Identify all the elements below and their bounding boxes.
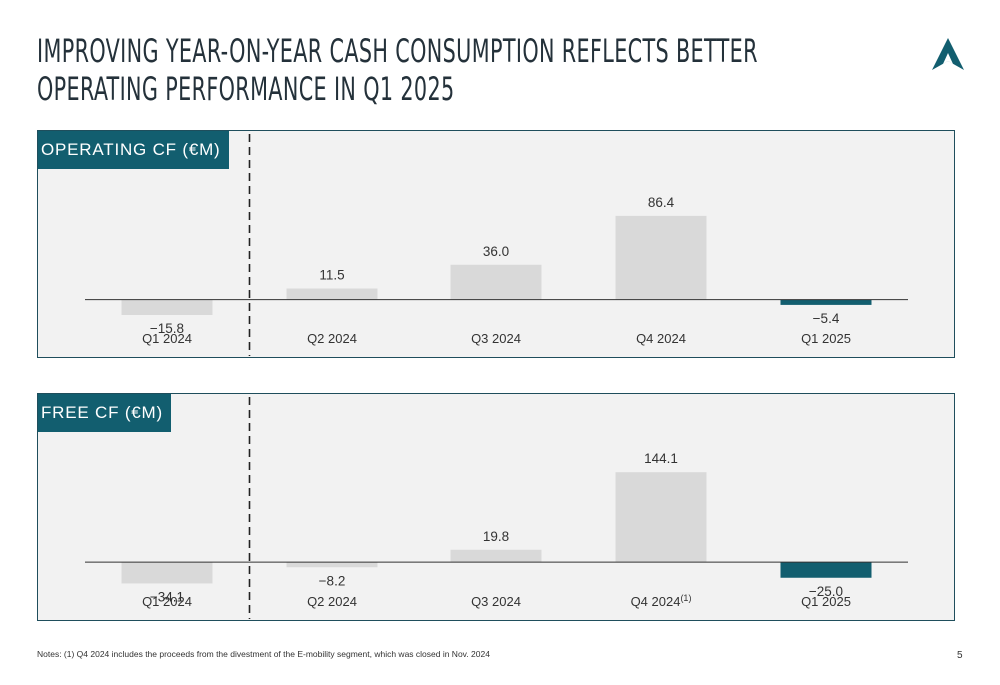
slide-title-line-1: IMPROVING YEAR-ON-YEAR CASH CONSUMPTION … — [37, 32, 758, 70]
free-cf-category-label-5: Q1 2025 — [801, 594, 851, 609]
slide-title: IMPROVING YEAR-ON-YEAR CASH CONSUMPTION … — [37, 32, 758, 108]
operating-cf-bar-4 — [615, 215, 707, 300]
slide-title-line-2: OPERATING PERFORMANCE IN Q1 2025 — [37, 70, 455, 108]
free-cf-bar-4 — [615, 472, 707, 563]
free-cf-title: FREE CF (€M) — [38, 394, 171, 432]
free-cf-bar-2 — [286, 562, 378, 568]
operating-cf-bar-5 — [780, 299, 872, 305]
free-cf-value-label-2: −8.2 — [319, 573, 346, 588]
operating-cf-panel: −15.8 11.5 36.0 86.4 −5.4 Q1 2024 Q2 2024 Q3 20… — [37, 130, 955, 358]
operating-cf-category-label-4: Q4 2024 — [636, 331, 686, 346]
free-cf-value-label-4: 144.1 — [644, 451, 678, 466]
free-cf-value-label-1: −34.1 — [150, 589, 184, 604]
free-cf-chart: −34.1 −8.2 19.8 144.1 −25.0 Q1 2024 Q2 2024 Q3 … — [85, 397, 908, 619]
free-cf-category-label-2: Q2 2024 — [307, 594, 357, 609]
operating-cf-value-label-4: 86.4 — [648, 195, 675, 210]
operating-cf-category-label-5: Q1 2025 — [801, 331, 851, 346]
free-cf-category-label-1: Q1 2024 — [142, 594, 192, 609]
operating-cf-title: OPERATING CF (€M) — [38, 131, 229, 169]
free-cf-category-label-4: Q4 2024(1) — [631, 593, 692, 609]
operating-cf-bar-2 — [286, 288, 378, 300]
operating-cf-category-label-1: Q1 2024 — [142, 331, 192, 346]
free-cf-panel: −34.1 −8.2 19.8 144.1 −25.0 Q1 2024 Q2 2024 Q3 … — [37, 393, 955, 621]
free-cf-bar-3 — [450, 549, 542, 563]
operating-cf-chart: −15.8 11.5 36.0 86.4 −5.4 Q1 2024 Q2 2024 Q3 20… — [85, 134, 908, 356]
page-number: 5 — [957, 650, 963, 661]
operating-cf-value-label-3: 36.0 — [483, 244, 509, 259]
operating-cf-value-label-1: −15.8 — [150, 321, 184, 336]
operating-cf-category-label-2: Q2 2024 — [307, 331, 357, 346]
operating-cf-bar-1 — [121, 299, 213, 315]
free-cf-category-label-3: Q3 2024 — [471, 594, 521, 609]
operating-cf-value-label-5: −5.4 — [813, 311, 840, 326]
free-cf-value-label-5: −25.0 — [809, 584, 843, 599]
operating-cf-category-label-3: Q3 2024 — [471, 331, 521, 346]
free-cf-bar-5 — [780, 562, 872, 578]
triangle-a-logo-icon — [932, 38, 964, 70]
free-cf-value-label-3: 19.8 — [483, 529, 509, 544]
operating-cf-value-label-2: 11.5 — [319, 268, 344, 283]
operating-cf-bar-3 — [450, 264, 542, 300]
free-cf-bar-1 — [121, 562, 213, 584]
footnote: Notes: (1) Q4 2024 includes the proceeds… — [37, 649, 490, 659]
